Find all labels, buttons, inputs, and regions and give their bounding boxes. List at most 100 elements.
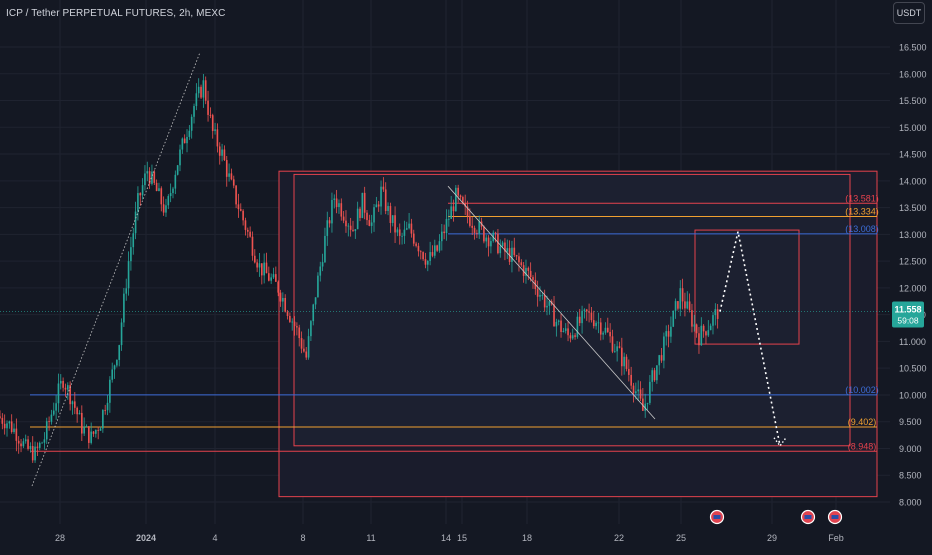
candle-body	[55, 403, 57, 411]
candle-body	[387, 206, 389, 211]
candle-body	[186, 136, 188, 144]
candle-body	[611, 336, 614, 352]
candle-body	[520, 262, 523, 266]
candle-body	[6, 423, 8, 429]
candle-body	[457, 187, 459, 196]
candle-body	[167, 196, 170, 206]
target-zone-box	[694, 229, 800, 345]
countdown-timer: 59:08	[897, 316, 919, 326]
candle-body	[663, 336, 665, 361]
candle-body	[462, 197, 464, 204]
candle-body	[125, 288, 128, 294]
candle-body	[211, 115, 214, 132]
candle-body	[263, 262, 265, 276]
event-flags[interactable]	[709, 509, 843, 525]
level-label: (13.008)	[845, 224, 879, 234]
candle-body	[319, 266, 322, 276]
y-tick-label: 13.000	[899, 230, 927, 240]
candle-body	[578, 316, 581, 324]
candle-body	[525, 267, 527, 276]
candle-body	[85, 426, 88, 428]
candle-body	[242, 210, 244, 221]
candle-body	[583, 309, 586, 311]
candle-body	[209, 114, 212, 116]
candle-body	[90, 431, 92, 443]
candle-body	[695, 324, 698, 334]
candle-body	[160, 188, 163, 205]
y-tick-label: 15.500	[899, 96, 927, 106]
candle-body	[300, 338, 303, 349]
candle-body	[97, 429, 99, 431]
zone-rectangles	[278, 170, 878, 498]
candle-body	[625, 356, 628, 369]
candle-body	[10, 421, 13, 433]
candle-body	[345, 220, 347, 227]
x-tick-label: 18	[522, 533, 532, 543]
candle-body	[686, 301, 689, 309]
candle-body	[646, 402, 649, 404]
candle-body	[59, 380, 62, 384]
x-tick-label: 8	[300, 533, 305, 543]
y-tick-label: 12.000	[899, 283, 927, 293]
candle-body	[501, 242, 504, 247]
candle-body	[630, 374, 632, 386]
candle-body	[106, 402, 109, 411]
event-flag-stripe	[831, 515, 839, 519]
candle-body	[597, 322, 600, 324]
candle-body	[282, 297, 284, 302]
horizontal-levels: (13.581) (13.334) (13.008) (10.002) (9.402) (…	[0, 193, 890, 452]
time-axis[interactable]: 28 2024 4 8 11 14 15 18 22 25 29 Feb	[55, 533, 844, 543]
candle-body	[218, 146, 221, 156]
candle-body	[667, 331, 670, 337]
candle-body	[410, 223, 413, 234]
candle-body	[188, 130, 191, 137]
candle-body	[609, 332, 611, 337]
x-tick-label: 11	[366, 533, 375, 543]
candle-body	[567, 328, 569, 336]
level-label: (8.948)	[848, 441, 877, 451]
candle-body	[137, 193, 139, 212]
candle-body	[253, 255, 256, 263]
candle-body	[702, 325, 705, 332]
candle-body	[331, 199, 333, 224]
candle-body	[595, 322, 597, 327]
candle-body	[352, 229, 354, 231]
candle-body	[338, 203, 340, 208]
candle-body	[450, 206, 452, 219]
candle-body	[314, 297, 317, 305]
y-tick-label: 15.000	[899, 123, 927, 133]
candle-body	[113, 365, 116, 370]
candle-body	[78, 412, 81, 415]
candle-body	[179, 149, 181, 166]
candle-body	[412, 233, 415, 244]
candle-body	[536, 289, 539, 297]
currency-button[interactable]: USDT	[893, 2, 925, 24]
candle-body	[153, 171, 156, 183]
candle-body	[415, 243, 417, 246]
candle-body	[272, 274, 275, 278]
level-label: (13.334)	[845, 206, 879, 216]
candle-body	[204, 80, 207, 101]
candle-body	[228, 173, 230, 177]
x-tick-label: Feb	[828, 533, 844, 543]
candle-body	[623, 356, 625, 367]
candle-body	[515, 255, 518, 257]
candle-body	[637, 389, 639, 392]
trend-drawings	[31, 52, 787, 487]
candle-body	[310, 321, 312, 337]
price-axis[interactable]: 16.500 16.000 15.500 15.000 14.500 14.000 13.5…	[899, 43, 927, 508]
candle-body	[52, 410, 55, 415]
candle-body	[384, 189, 387, 211]
candle-body	[569, 335, 572, 339]
candle-body	[473, 227, 476, 233]
candle-body	[716, 309, 719, 319]
event-flag-stripe	[804, 515, 812, 519]
candle-body	[244, 220, 247, 230]
candle-body	[92, 431, 95, 434]
candle-body	[197, 86, 200, 94]
candle-body	[698, 333, 700, 346]
candle-body	[144, 173, 146, 186]
candle-body	[165, 205, 167, 213]
